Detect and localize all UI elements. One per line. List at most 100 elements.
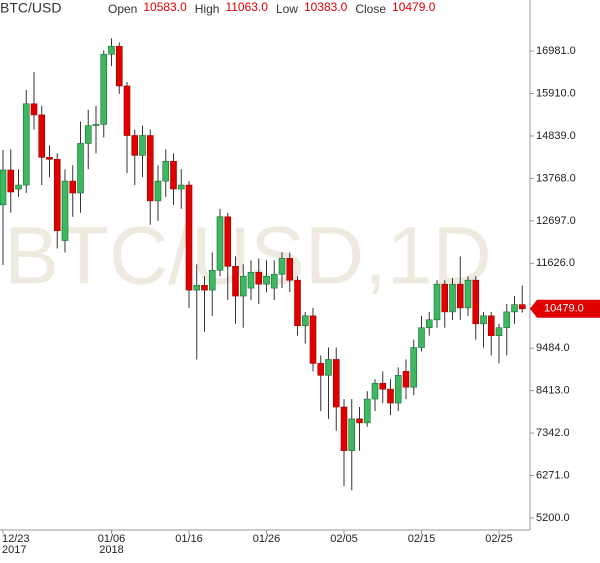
candle-body [301,315,309,327]
candle-body [15,184,22,190]
candle-body [286,258,294,281]
candle-body [418,327,425,348]
header-value: 10383.0 [304,0,348,14]
candle-body [170,160,177,190]
y-tick-label: 5200.0 [536,512,570,524]
candle-body [402,371,410,388]
candle-body [270,273,278,289]
candle-body [263,275,270,285]
candle-body [255,271,263,285]
y-tick-label: 6271.0 [536,469,570,481]
candle-body [146,135,154,202]
x-tick-label: 01/16 [175,533,203,545]
symbol: BTC/USD [0,0,61,16]
candle-body [201,285,208,291]
candle-body [518,304,526,310]
candle-body [77,143,84,194]
candle-body [480,315,487,325]
candle-body [139,135,146,156]
candle-body [69,180,77,194]
candle-body [232,266,239,297]
header-label: Open [108,2,137,16]
candle-body [123,85,131,136]
candle-body [208,269,216,291]
candle-body [472,279,480,325]
candle-body [487,315,495,336]
candle-body [449,283,456,313]
candle-body [387,388,394,404]
candle-body [379,382,387,390]
y-tick-label: 9484.0 [536,342,570,354]
candle-body [456,283,464,309]
candle-body [115,46,123,87]
x-tick-label: 02/15 [408,533,436,545]
candle-body [92,124,100,126]
header-value: 11063.0 [225,0,268,14]
y-tick-label: 15910.0 [536,87,576,99]
header-value: 10479.0 [392,0,436,14]
candle-body [441,283,449,313]
price-tag [530,299,600,318]
x-tick-label: 02/25 [485,533,513,545]
candle-body [30,103,38,116]
candle-body [0,169,7,206]
candle-body [239,275,247,297]
candle-body [177,184,185,190]
y-tick-label: 13768.0 [536,172,576,184]
candle-body [410,347,418,388]
candle-body [46,157,53,160]
x-year-label: 2017 [2,544,26,556]
candle-body [363,398,371,424]
header-label: High [195,2,220,16]
y-tick-label: 8413.0 [536,385,570,397]
candle-body [108,46,115,55]
y-tick-label: 11626.0 [536,257,575,269]
candle-body [131,135,139,156]
candle-body [224,216,232,267]
candle-body [53,158,61,231]
candle-body [294,279,301,327]
candle-body [193,285,201,291]
candle-body [154,180,162,202]
candle-body [317,363,325,376]
price-tag-label: 10479.0 [544,303,584,315]
candle-body [332,359,340,408]
header-label: Close [355,2,386,16]
candle-body [495,327,503,336]
x-tick-label: 01/06 [98,533,126,545]
candle-body [371,382,379,400]
candle-body [340,406,348,451]
x-tick-label: 02/05 [330,533,358,545]
y-tick-label: 12697.0 [536,215,576,227]
candle-body [247,271,255,289]
x-tick-label: 01/26 [253,533,281,545]
candle-body [278,258,286,275]
candle-body [503,311,511,329]
y-tick-label: 16981.0 [536,45,576,57]
candle-body [511,304,518,313]
candle-body [309,315,317,364]
x-tick-label: 12/23 [2,533,30,545]
candle-body [7,169,15,193]
candle-body [464,279,472,309]
candle-body [433,283,441,321]
candle-body [325,359,332,376]
candle-body [162,160,170,182]
candle-body [348,418,356,451]
header-value: 10583.0 [143,0,187,14]
candle-body [38,114,46,158]
candle-body [22,103,30,186]
candle-body [356,418,363,424]
candle-body [100,53,108,125]
candle-body [216,216,224,271]
candle-body [84,125,92,144]
candle-body [185,184,193,291]
y-tick-label: 14839.0 [536,130,576,142]
header-label: Low [276,2,298,16]
candle-body [394,375,402,404]
x-year-label: 2018 [99,544,123,556]
candle-body [61,180,69,241]
y-tick-label: 7342.0 [536,427,570,439]
candle-body [425,319,433,329]
